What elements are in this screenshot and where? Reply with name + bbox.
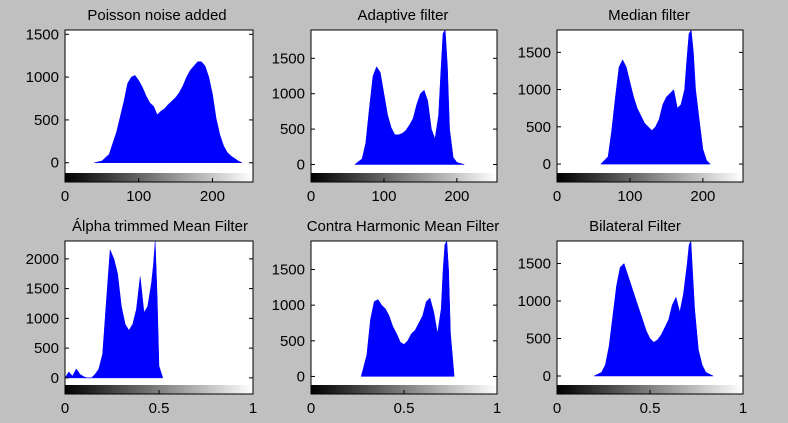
x-tick-label: 1 (739, 400, 747, 417)
axes-frame (556, 29, 744, 183)
y-tick-label: 1000 (518, 293, 551, 310)
chart-title: Poisson noise added (87, 7, 226, 24)
y-tick-label: 500 (526, 331, 551, 348)
x-tick-label: 1 (493, 400, 501, 417)
x-tick-label: 0.5 (640, 400, 661, 417)
grayscale-colorbar (557, 385, 743, 394)
y-tick-label: 1500 (272, 262, 305, 279)
x-tick-label: 0 (61, 188, 69, 205)
y-tick-label: 500 (280, 121, 305, 138)
y-tick-label: 1500 (26, 26, 59, 43)
histogram-panel: 0 500 1000 1500 0 100 200 Adaptive filter (272, 7, 498, 205)
grayscale-colorbar (311, 385, 497, 394)
histogram-panel: 0 500 1000 1500 0 0.5 1 Contra Harmonic Mean Fi… (272, 218, 502, 417)
y-tick-label: 500 (280, 333, 305, 350)
x-tick-label: 1 (249, 400, 257, 417)
x-tick-label: 200 (444, 188, 469, 205)
x-tick-label: 0 (307, 188, 315, 205)
chart-title: Bilateral Filter (589, 218, 681, 235)
grayscale-colorbar (65, 173, 253, 182)
x-tick-label: 100 (126, 188, 151, 205)
y-tick-label: 0 (543, 368, 551, 385)
y-tick-label: 1000 (518, 82, 551, 99)
x-tick-label: 200 (690, 188, 715, 205)
chart-title: Contra Harmonic Mean Filter (307, 218, 500, 235)
histogram-bars (600, 29, 711, 165)
x-tick-label: 100 (617, 188, 642, 205)
histogram-bars (94, 61, 243, 163)
y-tick-label: 500 (34, 340, 59, 357)
y-tick-label: 1500 (518, 44, 551, 61)
chart-title: Median filter (608, 7, 690, 24)
y-tick-label: 1000 (272, 86, 305, 103)
x-tick-label: 0 (553, 188, 561, 205)
histogram-bars (594, 240, 714, 377)
x-tick-label: 0 (553, 400, 561, 417)
y-tick-label: 0 (297, 368, 305, 385)
axes-frame (310, 29, 498, 183)
y-tick-label: 1500 (26, 281, 59, 298)
chart-title: Adaptive filter (358, 7, 449, 24)
x-tick-label: 0 (61, 400, 69, 417)
histogram-panel: 0 500 1000 1500 0 0.5 1 Bilateral Filter (518, 218, 748, 417)
x-tick-label: 200 (200, 188, 225, 205)
histogram-panel: 0 500 1000 1500 2000 0 0.5 1 Álpha trimmed Mean … (26, 218, 258, 417)
axes-frame (64, 29, 254, 183)
y-tick-label: 500 (34, 112, 59, 129)
y-tick-label: 0 (297, 157, 305, 174)
y-tick-label: 0 (51, 155, 59, 172)
histogram-bars (64, 240, 164, 379)
grayscale-colorbar (65, 385, 253, 394)
y-tick-label: 1500 (272, 50, 305, 67)
x-tick-label: 0.5 (394, 400, 415, 417)
y-tick-label: 500 (526, 119, 551, 136)
y-tick-label: 1500 (518, 256, 551, 273)
grayscale-colorbar (557, 173, 743, 182)
y-tick-label: 0 (51, 370, 59, 387)
x-tick-label: 0.5 (149, 400, 170, 417)
y-tick-label: 1000 (26, 310, 59, 327)
histogram-panel: 0 500 1000 1500 0 100 200 Median filter (518, 7, 744, 205)
y-tick-label: 1000 (26, 69, 59, 86)
chart-title: Álpha trimmed Mean Filter (72, 218, 248, 235)
y-tick-label: 1000 (272, 297, 305, 314)
histogram-bars (360, 240, 455, 377)
grayscale-colorbar (311, 173, 497, 182)
histogram-panel: 0 500 1000 1500 0 100 200 Poisson noise added (26, 7, 254, 205)
histogram-bars (354, 29, 465, 165)
x-tick-label: 0 (307, 400, 315, 417)
y-tick-label: 2000 (26, 251, 59, 268)
x-tick-label: 100 (371, 188, 396, 205)
y-tick-label: 0 (543, 156, 551, 173)
